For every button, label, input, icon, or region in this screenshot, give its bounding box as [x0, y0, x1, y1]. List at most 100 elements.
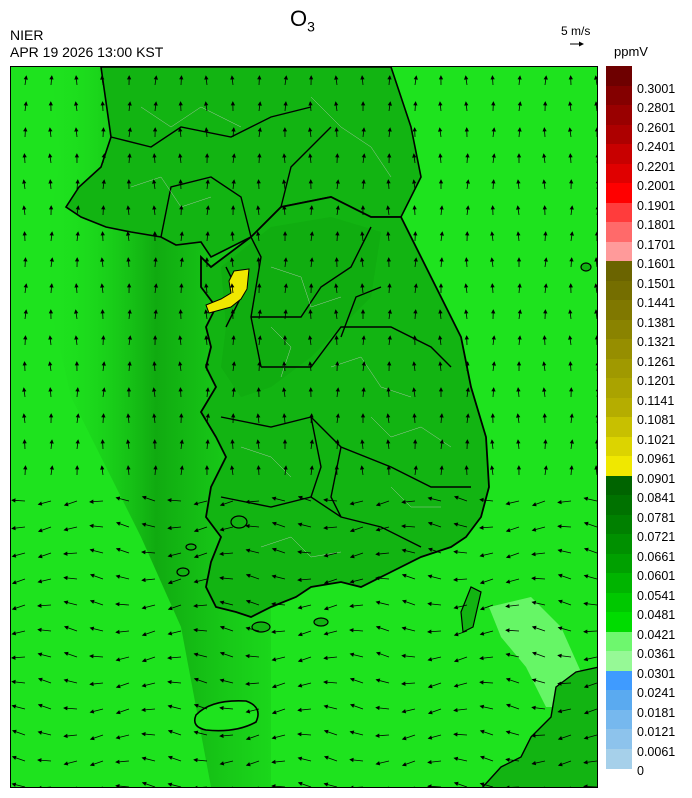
colorbar-swatch — [606, 612, 632, 632]
wind-arrow-head — [594, 439, 597, 444]
wind-arrow-head — [230, 283, 235, 288]
wind-arrow-head — [387, 335, 392, 340]
wind-arrow-head — [439, 413, 444, 418]
wind-arrow-head — [48, 309, 54, 314]
wind-arrow-head — [101, 205, 106, 210]
wind-arrow-head — [37, 554, 43, 559]
wind-arrow-head — [167, 755, 173, 760]
colorbar-swatch — [606, 670, 632, 691]
wind-arrow-head — [349, 730, 355, 735]
wind-arrow-head — [516, 361, 522, 366]
wind-reference-label: 5 m/s — [561, 24, 591, 38]
wind-arrow-head — [204, 283, 209, 288]
wind-arrow-head — [167, 782, 173, 787]
wind-arrow — [511, 786, 519, 787]
wind-arrow-head — [334, 75, 339, 80]
wind-arrow-head — [178, 309, 183, 314]
wind-arrow-head — [516, 205, 521, 210]
wind-arrow-head — [557, 708, 563, 714]
wind-arrow-head — [375, 527, 381, 532]
inland-tone — [221, 217, 381, 397]
wind-arrow-head — [308, 361, 313, 366]
wind-arrow-head — [438, 127, 443, 132]
wind-arrow-head — [334, 283, 339, 288]
wind-arrow-head — [464, 335, 469, 340]
wind-arrow-head — [386, 465, 391, 470]
wind-arrow-head — [257, 101, 262, 106]
wind-arrow-head — [127, 361, 132, 366]
wind-arrow-head — [308, 309, 313, 314]
wind-arrow-head — [231, 153, 236, 158]
colorbar — [606, 66, 632, 769]
colorbar-level-label: 0.1081 — [637, 413, 676, 428]
wind-arrow-head — [23, 101, 28, 106]
wind-arrow-head — [193, 652, 199, 657]
wind-arrow-head — [464, 257, 469, 262]
wind-arrow-head — [204, 257, 210, 262]
wind-arrow-head — [557, 736, 563, 741]
wind-arrow-head — [557, 653, 562, 658]
wind-arrow-head — [375, 502, 381, 507]
wind-arrow-head — [297, 756, 303, 761]
wind-arrow-head — [557, 626, 563, 631]
wind-arrow-head — [479, 656, 484, 661]
wind-arrow-head — [22, 413, 27, 418]
wind-arrow-head — [375, 705, 380, 711]
colorbar-swatch — [606, 592, 632, 613]
wind-arrow-head — [308, 179, 313, 184]
wind-arrow-head — [231, 413, 236, 418]
wind-arrow-head — [427, 760, 432, 765]
wind-arrow-head — [464, 127, 469, 132]
wind-arrow-head — [583, 547, 589, 552]
wind-arrow-head — [89, 654, 94, 659]
wind-arrow-head — [89, 599, 95, 604]
wind-arrow-head — [594, 335, 597, 340]
wind-arrow-head — [271, 629, 276, 635]
wind-arrow-head — [167, 679, 172, 685]
wind-arrow-head — [23, 335, 28, 340]
wind-arrow-head — [63, 761, 69, 766]
wind-arrow-head — [531, 552, 536, 557]
wind-arrow-head — [439, 205, 444, 210]
wind-arrow-head — [230, 101, 236, 106]
wind-arrow-head — [204, 361, 210, 366]
wind-arrow-head — [167, 655, 172, 661]
wind-arrow-head — [479, 497, 484, 503]
wind-arrow-head — [231, 179, 236, 184]
wind-arrow-head — [361, 127, 366, 132]
wind-arrow-head — [335, 153, 340, 158]
wind-arrow-head — [386, 413, 391, 418]
wind-arrow-head — [22, 361, 27, 366]
wind-arrow — [47, 786, 51, 787]
wind-arrow-head — [115, 684, 121, 689]
wind-arrow-head — [283, 75, 288, 80]
wind-arrow-head — [438, 335, 443, 340]
wind-arrow-head — [141, 632, 147, 637]
wind-arrow-head — [219, 678, 225, 683]
wind-arrow-head — [126, 205, 131, 210]
wind-arrow-head — [141, 781, 147, 786]
wind-arrow-head — [63, 706, 68, 711]
wind-arrow-head — [506, 785, 510, 787]
colorbar-level-label: 0.2201 — [637, 159, 676, 174]
colorbar-level-label: 0 — [637, 764, 644, 779]
wind-arrow-head — [297, 732, 302, 737]
wind-arrow-head — [361, 179, 366, 184]
wind-arrow-head — [245, 523, 250, 529]
wind-arrow-head — [75, 413, 80, 418]
wind-arrow-head — [297, 549, 302, 555]
wind-arrow-head — [465, 205, 470, 210]
wind-arrow-head — [427, 629, 432, 634]
wind-arrow-head — [595, 389, 597, 392]
wind-arrow-head — [413, 465, 418, 470]
wind-arrow-head — [323, 497, 328, 503]
wind-arrow-head — [231, 127, 236, 132]
wind-arrow-head — [323, 729, 329, 734]
wind-arrow-head — [517, 309, 522, 314]
wind-arrow-head — [438, 361, 443, 366]
wind-arrow-head — [153, 257, 158, 262]
colorbar-swatch — [606, 436, 632, 457]
wind-arrow-head — [323, 631, 329, 636]
wind-arrow-head — [569, 387, 574, 392]
arrow-right-icon — [570, 41, 584, 47]
